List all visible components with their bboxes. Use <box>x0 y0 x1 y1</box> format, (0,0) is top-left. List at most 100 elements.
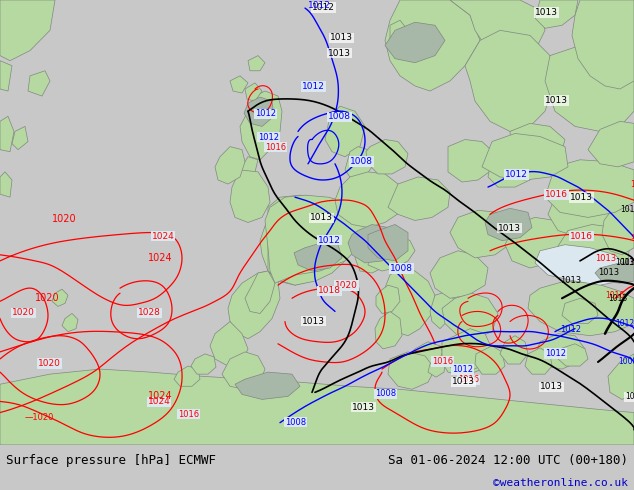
Polygon shape <box>228 271 280 339</box>
Text: 1016: 1016 <box>605 291 624 300</box>
Text: 1012: 1012 <box>312 3 335 12</box>
Polygon shape <box>500 336 528 364</box>
Polygon shape <box>215 147 245 184</box>
Text: 1013: 1013 <box>615 258 634 267</box>
Text: 1020: 1020 <box>52 215 77 224</box>
Polygon shape <box>572 0 634 89</box>
Polygon shape <box>222 352 265 389</box>
Polygon shape <box>375 312 402 349</box>
Polygon shape <box>348 224 398 263</box>
Polygon shape <box>482 133 568 180</box>
Text: 1008: 1008 <box>350 157 373 166</box>
Polygon shape <box>62 314 78 332</box>
Polygon shape <box>535 0 578 28</box>
Polygon shape <box>390 20 408 41</box>
Polygon shape <box>245 271 275 314</box>
Polygon shape <box>0 61 12 91</box>
Polygon shape <box>248 56 265 71</box>
Polygon shape <box>440 339 488 376</box>
Text: 1016: 1016 <box>432 357 453 366</box>
Text: 1008: 1008 <box>328 112 351 122</box>
Text: 1016: 1016 <box>458 375 479 384</box>
Text: 1024: 1024 <box>148 392 172 401</box>
Text: 1012: 1012 <box>258 132 279 142</box>
Polygon shape <box>528 281 634 336</box>
Text: 1013: 1013 <box>535 8 558 17</box>
Polygon shape <box>558 344 588 366</box>
Text: 1016: 1016 <box>178 410 199 418</box>
Polygon shape <box>505 218 568 268</box>
Polygon shape <box>475 346 505 374</box>
Polygon shape <box>442 293 498 339</box>
Text: 1013: 1013 <box>595 254 616 263</box>
Polygon shape <box>465 30 555 131</box>
Text: 1012: 1012 <box>615 318 634 328</box>
Polygon shape <box>265 195 368 283</box>
Polygon shape <box>260 207 345 285</box>
Polygon shape <box>191 354 216 374</box>
Polygon shape <box>562 298 598 323</box>
Polygon shape <box>450 0 545 61</box>
Text: 1013: 1013 <box>625 392 634 401</box>
Polygon shape <box>382 268 435 336</box>
Text: 1013: 1013 <box>620 258 634 267</box>
Text: 1013: 1013 <box>560 276 581 285</box>
Polygon shape <box>366 140 408 174</box>
Polygon shape <box>368 224 408 261</box>
Text: 1012: 1012 <box>452 365 473 374</box>
Polygon shape <box>385 22 445 63</box>
Text: Surface pressure [hPa] ECMWF: Surface pressure [hPa] ECMWF <box>6 454 216 467</box>
Polygon shape <box>428 359 445 377</box>
Text: 1008: 1008 <box>285 417 306 427</box>
Polygon shape <box>345 147 372 180</box>
Polygon shape <box>430 251 488 298</box>
Polygon shape <box>510 123 565 164</box>
Polygon shape <box>268 195 358 285</box>
Polygon shape <box>230 170 270 222</box>
Text: 1012: 1012 <box>505 170 528 179</box>
Text: 1016: 1016 <box>545 190 568 199</box>
Polygon shape <box>536 334 585 369</box>
Text: 1013: 1013 <box>545 96 568 105</box>
Text: 1024: 1024 <box>148 397 171 407</box>
Polygon shape <box>335 172 405 227</box>
Text: 1008: 1008 <box>390 264 413 273</box>
Polygon shape <box>555 224 630 275</box>
Polygon shape <box>485 208 532 241</box>
Polygon shape <box>28 71 50 96</box>
Text: 1020: 1020 <box>35 294 60 303</box>
Text: 1013: 1013 <box>598 268 619 277</box>
Text: 1028: 1028 <box>138 309 161 318</box>
Text: 1012: 1012 <box>545 349 566 358</box>
Polygon shape <box>240 91 282 160</box>
Text: 1008: 1008 <box>618 357 634 366</box>
Text: 1020: 1020 <box>12 309 35 318</box>
Polygon shape <box>294 243 342 271</box>
Text: 1012: 1012 <box>308 1 331 10</box>
Text: 1013: 1013 <box>452 377 475 386</box>
Polygon shape <box>230 76 248 93</box>
Polygon shape <box>355 233 395 273</box>
Polygon shape <box>608 354 634 399</box>
Text: 1020: 1020 <box>38 359 61 368</box>
Text: —1020: —1020 <box>25 413 55 421</box>
Text: 1024: 1024 <box>152 232 175 241</box>
Text: 1008: 1008 <box>375 390 396 398</box>
Text: 1013: 1013 <box>352 402 375 412</box>
Text: 1024: 1024 <box>148 253 172 263</box>
Polygon shape <box>448 140 495 182</box>
Text: 1013: 1013 <box>498 223 521 233</box>
Text: 1013: 1013 <box>570 193 593 202</box>
Polygon shape <box>368 235 415 271</box>
Text: ©weatheronline.co.uk: ©weatheronline.co.uk <box>493 478 628 488</box>
Text: 1013: 1013 <box>608 294 627 303</box>
Text: 1013: 1013 <box>310 214 333 222</box>
Polygon shape <box>588 122 634 167</box>
Text: 1013: 1013 <box>328 49 351 58</box>
Polygon shape <box>376 285 400 314</box>
Text: 1012: 1012 <box>302 82 325 91</box>
Polygon shape <box>545 160 634 218</box>
Polygon shape <box>545 46 634 131</box>
Text: 1016: 1016 <box>630 234 634 240</box>
Text: 1013: 1013 <box>620 205 634 214</box>
